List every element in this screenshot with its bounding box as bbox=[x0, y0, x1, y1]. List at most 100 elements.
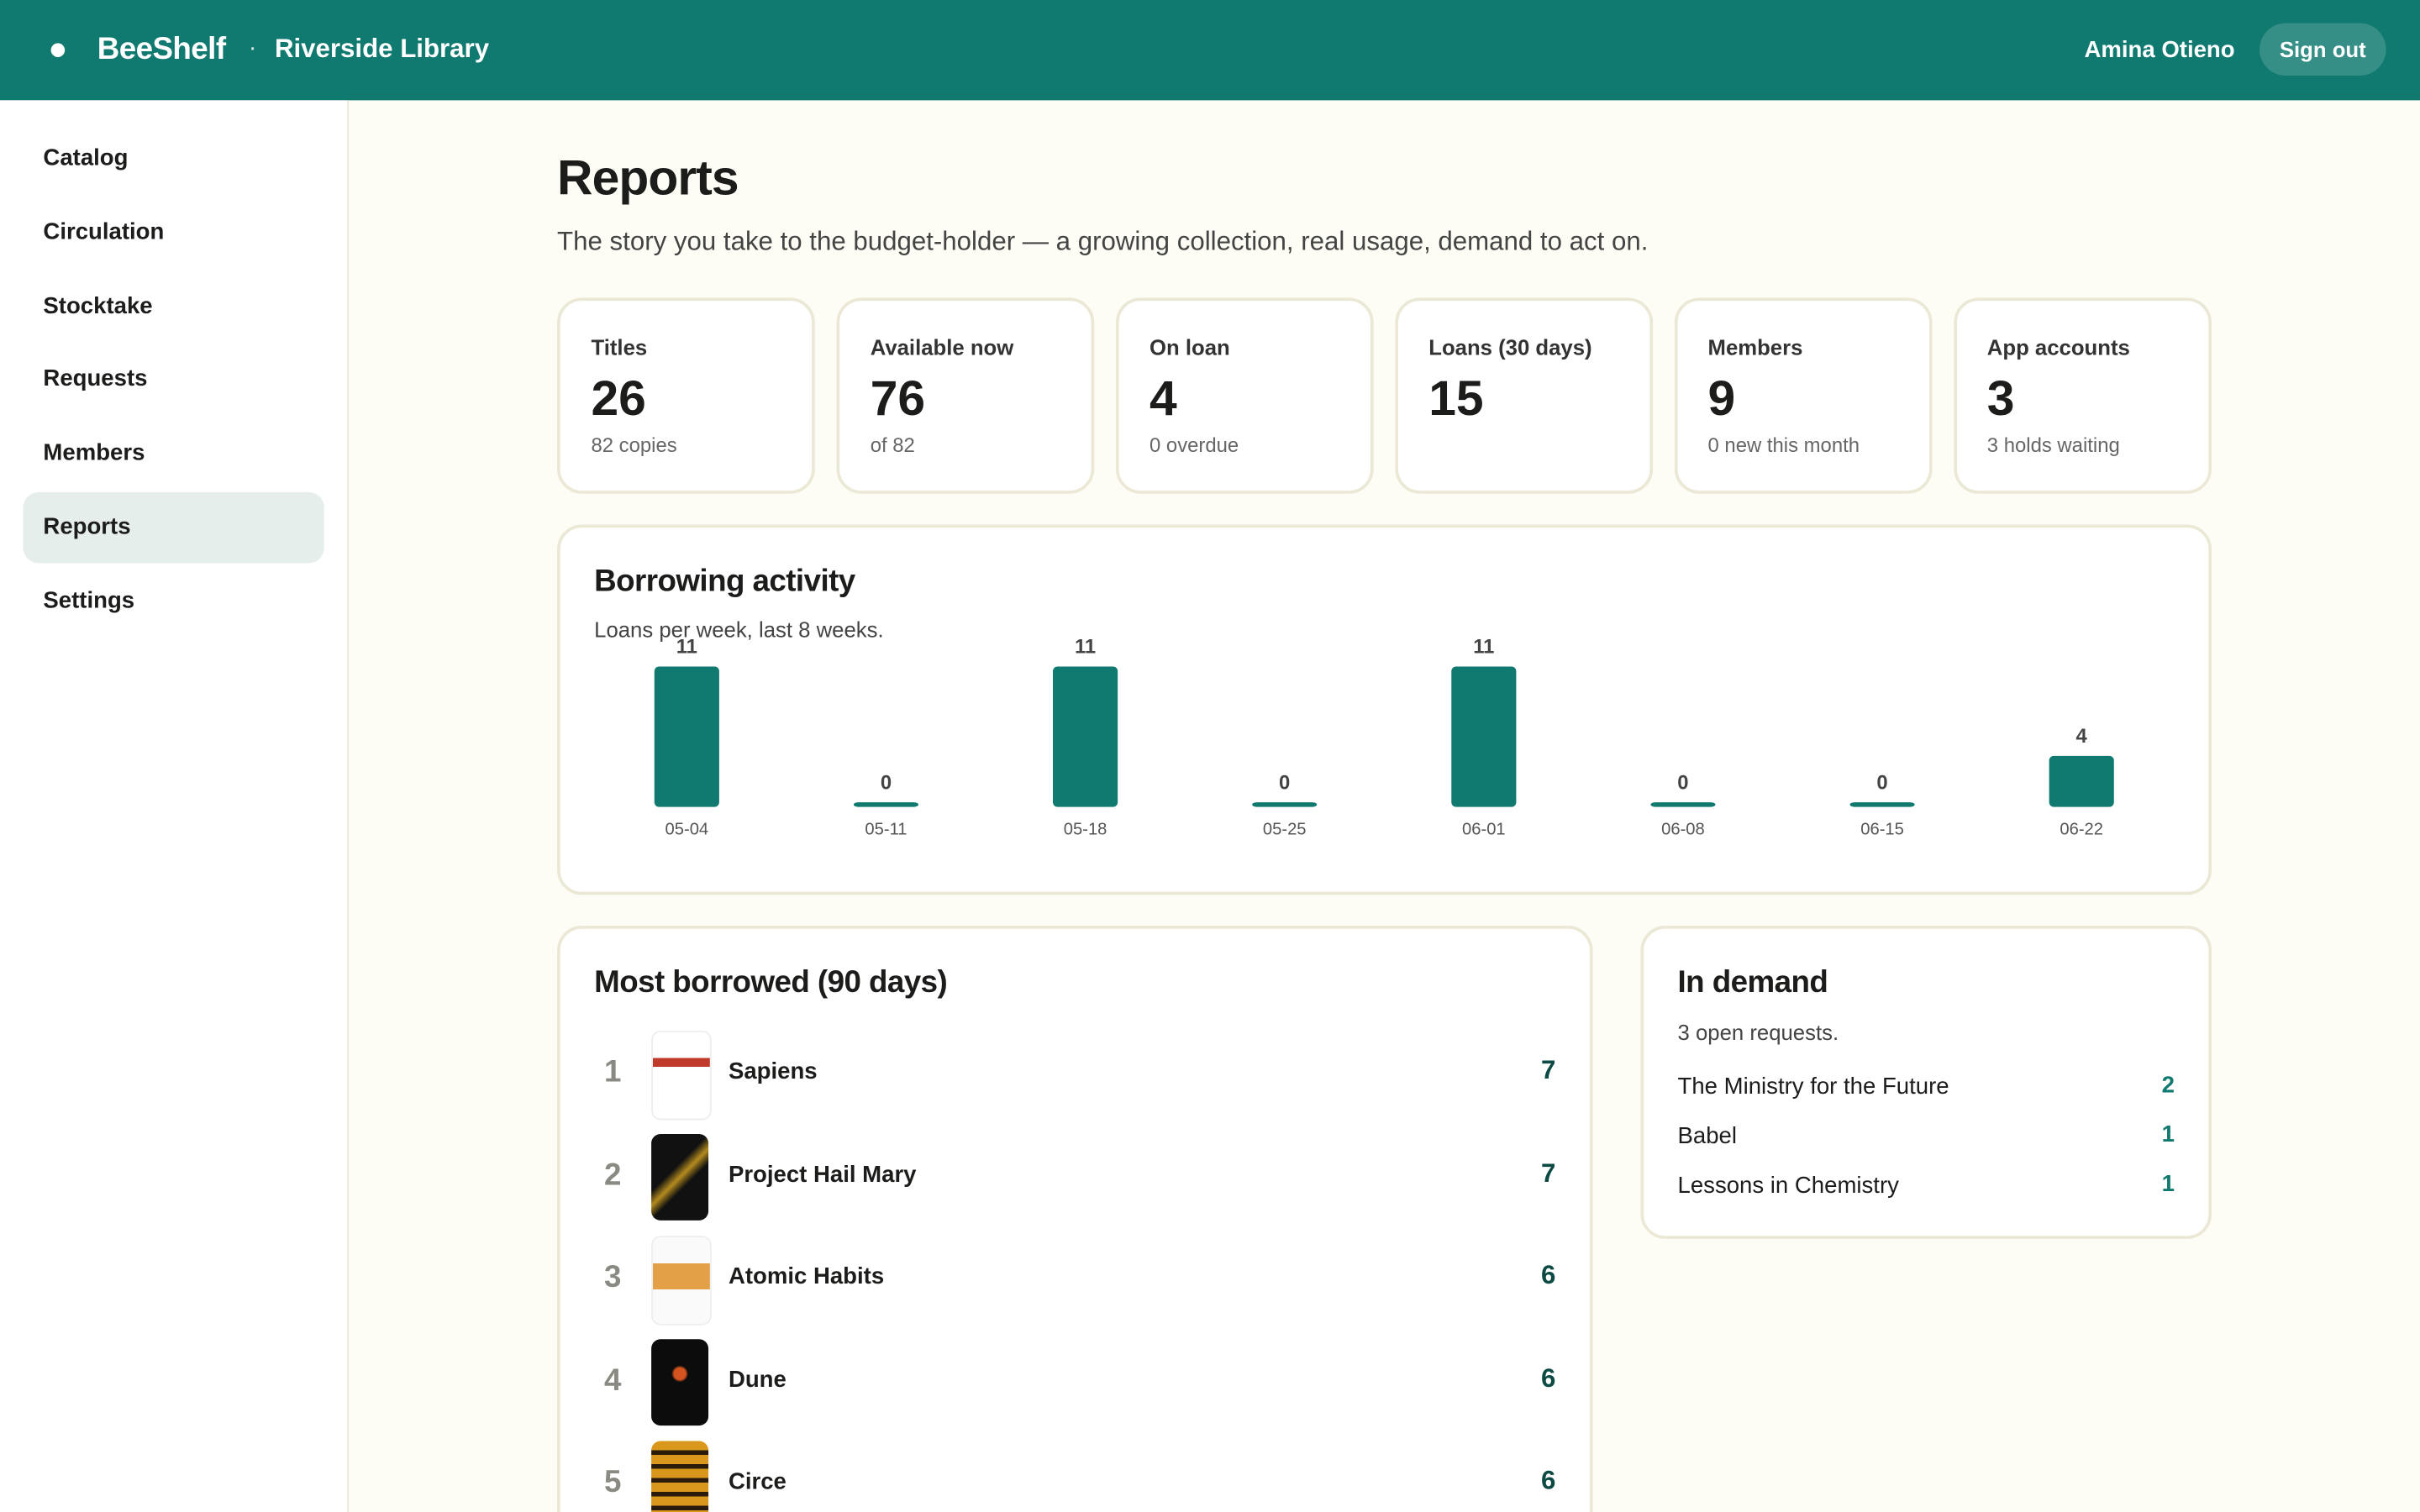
sidebar: Catalog Circulation Stocktake Requests Membe… bbox=[0, 100, 350, 1512]
card-subtitle: Loans per week, last 8 weeks. bbox=[594, 617, 884, 643]
top-bar: BeeShelf · Riverside Library Amina Otien… bbox=[0, 0, 2420, 101]
stat-value: 26 bbox=[591, 370, 646, 426]
x-tick-label: 05-25 bbox=[1263, 821, 1307, 839]
stat-value: 3 bbox=[1986, 370, 2015, 426]
book-title: Project Hail Mary bbox=[728, 1161, 917, 1188]
book-cover bbox=[651, 1030, 712, 1121]
x-tick-label: 06-01 bbox=[1462, 821, 1506, 839]
stat-label: Available now bbox=[870, 334, 1014, 360]
card-title: Borrowing activity bbox=[594, 564, 855, 599]
card-note: 3 open requests. bbox=[1677, 1020, 1839, 1045]
bar bbox=[1451, 666, 1517, 807]
bar-value-label: 4 bbox=[2076, 725, 2088, 748]
bar-value-label: 0 bbox=[881, 771, 892, 794]
bar bbox=[1252, 802, 1318, 807]
rank: 4 bbox=[603, 1362, 622, 1398]
book-title: Atomic Habits bbox=[728, 1263, 885, 1290]
x-tick-label: 05-11 bbox=[865, 821, 907, 839]
loan-count: 6 bbox=[1541, 1465, 1556, 1495]
sign-out-button[interactable]: Sign out bbox=[2259, 23, 2386, 76]
loan-count: 6 bbox=[1541, 1362, 1556, 1393]
book-row[interactable]: 1 Sapiens 7 bbox=[594, 1027, 1556, 1121]
loan-count: 6 bbox=[1541, 1260, 1556, 1290]
nav-item[interactable]: Stocktake bbox=[43, 292, 153, 319]
book-row[interactable]: 5 Circe 6 bbox=[594, 1438, 1555, 1512]
loan-count: 7 bbox=[1541, 1158, 1556, 1188]
stat-card: Loans (30 days) 15 bbox=[1394, 297, 1653, 494]
stat-value: 15 bbox=[1428, 370, 1484, 426]
bar-value-label: 11 bbox=[676, 636, 697, 659]
x-tick-label: 06-22 bbox=[2060, 821, 2103, 839]
stat-card: Members 9 0 new this month bbox=[1674, 297, 1932, 494]
page-title: Reports bbox=[557, 150, 739, 206]
stat-note: 0 new this month bbox=[1707, 433, 1860, 457]
stat-card: On loan 4 0 overdue bbox=[1115, 297, 1374, 494]
loan-count: 7 bbox=[1541, 1055, 1556, 1085]
nav-item[interactable]: Reports bbox=[23, 491, 324, 564]
bar bbox=[1849, 802, 1915, 807]
book-row[interactable]: 2 Project Hail Mary 7 bbox=[594, 1130, 1555, 1222]
bar bbox=[1650, 802, 1716, 807]
stat-note: 82 copies bbox=[591, 433, 677, 457]
stat-label: Titles bbox=[591, 334, 648, 360]
most-borrowed-card: Most borrowed (90 days) 1 Sapiens 7 2 Projec… bbox=[557, 926, 1593, 1512]
book-title: Dune bbox=[728, 1366, 786, 1393]
stat-note: 0 overdue bbox=[1149, 433, 1239, 457]
book-title: Circe bbox=[728, 1468, 786, 1495]
bar-value-label: 0 bbox=[1279, 771, 1290, 794]
request-count: 1 bbox=[2161, 1121, 2175, 1148]
bar-value-label: 11 bbox=[1473, 636, 1494, 659]
book-cover bbox=[651, 1133, 709, 1220]
nav-item[interactable]: Catalog bbox=[43, 144, 129, 171]
stat-note: 3 holds waiting bbox=[1986, 433, 2120, 457]
logo-dot bbox=[50, 43, 66, 57]
stat-card: Available now 76 of 82 bbox=[836, 297, 1095, 494]
bar bbox=[853, 802, 919, 807]
bar bbox=[654, 666, 719, 807]
bar bbox=[2049, 755, 2114, 807]
nav-item[interactable]: Requests bbox=[43, 366, 148, 393]
stat-value: 9 bbox=[1707, 370, 1736, 426]
in-demand-card: In demand 3 open requests. The Ministry … bbox=[1640, 926, 2212, 1239]
rank: 2 bbox=[603, 1158, 622, 1192]
book-cover bbox=[651, 1236, 712, 1326]
library-name: Riverside Library bbox=[274, 34, 490, 64]
book-row[interactable]: 4 Dune 6 bbox=[594, 1336, 1555, 1428]
rank: 1 bbox=[603, 1055, 622, 1089]
book-row[interactable]: 3 Atomic Habits 6 bbox=[594, 1233, 1555, 1326]
bar-value-label: 0 bbox=[1876, 771, 1887, 794]
user-name: Amina Otieno bbox=[2084, 37, 2235, 64]
activity-card: Borrowing activity Loans per week, last … bbox=[557, 524, 2212, 895]
bar-value-label: 11 bbox=[1075, 636, 1096, 659]
book-cover bbox=[651, 1338, 709, 1425]
card-title: In demand bbox=[1677, 965, 1828, 1000]
request-row[interactable]: Babel 1 bbox=[1678, 1119, 2175, 1156]
page-subtitle: The story you take to the budget-holder … bbox=[557, 227, 1649, 256]
brand[interactable]: BeeShelf bbox=[97, 32, 226, 66]
book-title: Sapiens bbox=[728, 1058, 818, 1085]
separator: · bbox=[248, 35, 257, 62]
request-title: Babel bbox=[1677, 1123, 1738, 1150]
stat-note: of 82 bbox=[870, 433, 915, 457]
x-tick-label: 05-18 bbox=[1064, 821, 1107, 839]
stat-label: App accounts bbox=[1986, 334, 2130, 360]
stat-label: On loan bbox=[1149, 334, 1230, 360]
x-tick-label: 06-15 bbox=[1860, 821, 1904, 839]
nav-item[interactable]: Settings bbox=[43, 587, 135, 614]
nav-item[interactable]: Members bbox=[43, 439, 145, 467]
book-cover bbox=[651, 1441, 709, 1512]
request-row[interactable]: Lessons in Chemistry 1 bbox=[1678, 1168, 2175, 1205]
stat-card: App accounts 3 3 holds waiting bbox=[1953, 297, 2212, 494]
nav-item[interactable]: Circulation bbox=[43, 218, 165, 245]
card-title: Most borrowed (90 days) bbox=[594, 965, 948, 1000]
rank: 5 bbox=[603, 1465, 622, 1500]
stat-label: Loans (30 days) bbox=[1428, 334, 1592, 360]
request-count: 2 bbox=[2161, 1072, 2175, 1099]
request-title: The Ministry for the Future bbox=[1677, 1074, 1949, 1100]
bar-value-label: 0 bbox=[1677, 771, 1688, 794]
x-tick-label: 05-04 bbox=[666, 821, 709, 839]
request-row[interactable]: The Ministry for the Future 2 bbox=[1678, 1069, 2175, 1106]
